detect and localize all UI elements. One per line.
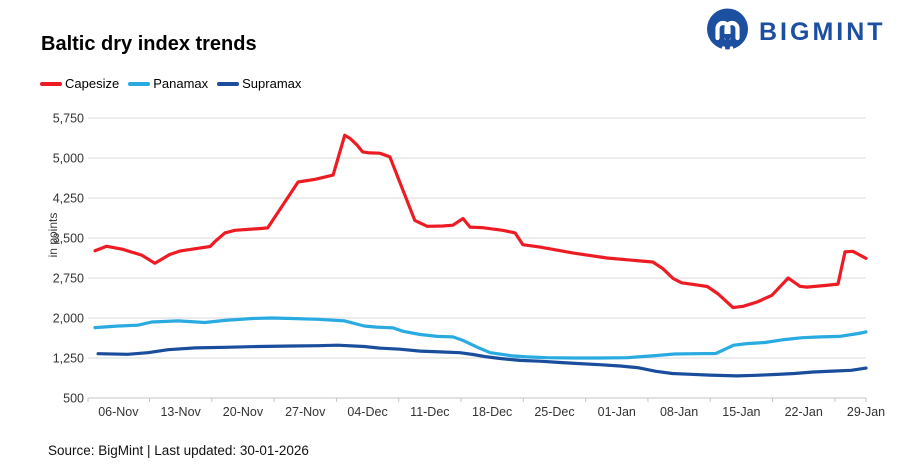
legend-line-swatch — [217, 81, 240, 86]
x-tick-label: 01-Jan — [598, 405, 636, 419]
y-tick-label: 5,000 — [53, 152, 84, 166]
source-note: Source: BigMint | Last updated: 30-01-20… — [48, 443, 309, 458]
brand-wordmark: BIGMINT — [759, 17, 886, 46]
y-tick-label: 4,250 — [53, 192, 84, 206]
x-tick-label: 18-Dec — [472, 405, 512, 419]
legend-line-swatch — [128, 81, 151, 86]
series-line-supramax — [96, 343, 868, 378]
y-tick-label: 2,000 — [53, 312, 84, 326]
bigmint-logo-icon — [707, 8, 748, 55]
legend-item-supramax[interactable]: Supramax — [217, 76, 301, 91]
y-tick-label: 1,250 — [53, 352, 84, 366]
legend-item-panamax[interactable]: Panamax — [128, 76, 208, 91]
y-tick-label: 500 — [63, 392, 84, 406]
x-tick-label: 25-Dec — [534, 405, 574, 419]
series-line-panamax — [93, 316, 868, 360]
legend-label: Capesize — [65, 76, 120, 91]
legend-label: Supramax — [242, 76, 302, 91]
x-tick-label: 04-Dec — [347, 405, 387, 419]
y-tick-label: 2,750 — [53, 272, 84, 286]
x-tick-label: 22-Jan — [785, 405, 823, 419]
x-tick-label: 15-Jan — [722, 405, 760, 419]
legend-line-swatch — [40, 81, 62, 86]
series-line-capesize — [93, 133, 868, 310]
legend-label: Panamax — [153, 76, 209, 91]
y-tick-label: 3,500 — [53, 232, 84, 246]
legend-item-capesize[interactable]: Capesize — [40, 76, 119, 91]
x-tick-label: 11-Dec — [410, 405, 449, 419]
x-tick-label: 27-Nov — [285, 405, 326, 419]
legend: Capesize Panamax Supramax — [40, 76, 310, 91]
x-tick-label: 13-Nov — [160, 405, 201, 419]
page-title: Baltic dry index trends — [41, 33, 257, 55]
x-tick-label: 29-Jan — [847, 405, 885, 419]
x-tick-label: 08-Jan — [660, 405, 698, 419]
y-tick-label: 5,750 — [53, 112, 84, 126]
brand-logo: BIGMINT — [705, 8, 886, 56]
x-tick-label: 06-Nov — [98, 405, 139, 419]
x-tick-label: 20-Nov — [223, 405, 264, 419]
